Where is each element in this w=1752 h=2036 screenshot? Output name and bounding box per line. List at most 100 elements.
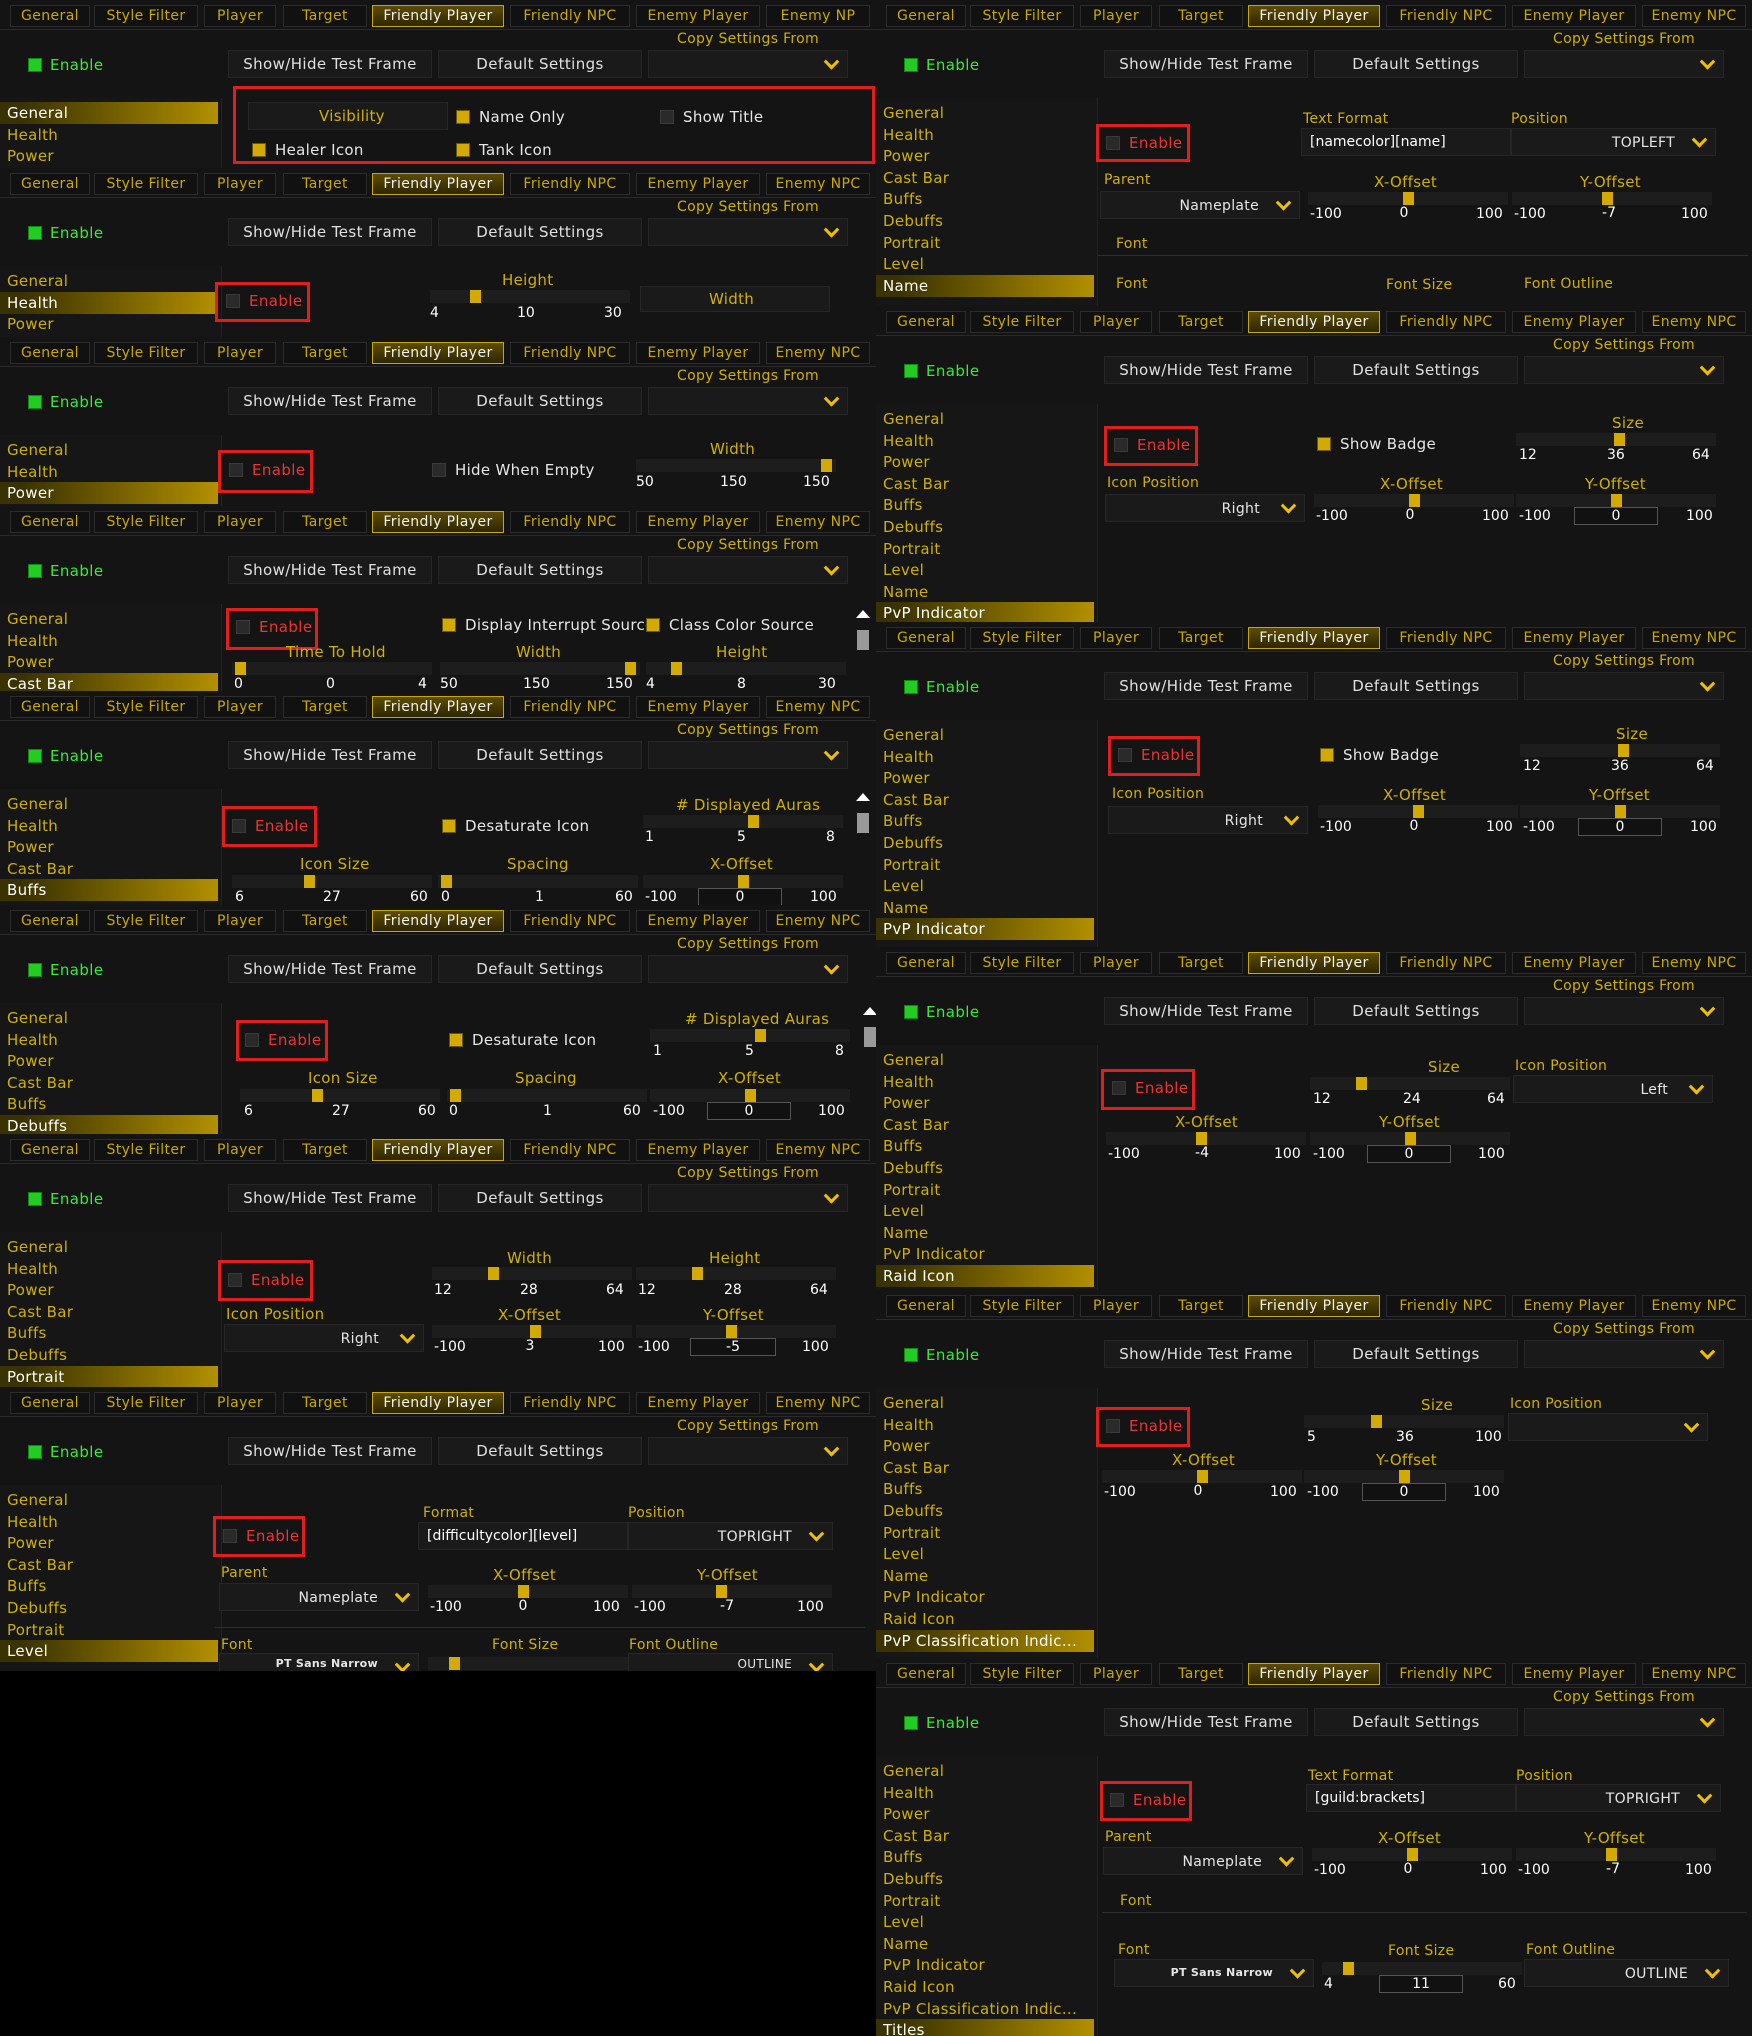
tab-friendly-player[interactable]: Friendly Player — [372, 511, 504, 533]
show-hide-test-frame-button[interactable]: Show/Hide Test Frame — [1104, 356, 1308, 384]
x-offset-slider[interactable] — [1106, 1132, 1306, 1145]
enable-toggle[interactable]: Enable — [28, 961, 104, 979]
tab-friendly-npc[interactable]: Friendly NPC — [1386, 627, 1506, 649]
tab-general[interactable]: General — [10, 696, 90, 718]
sidebar-item-raid[interactable]: Raid Icon — [876, 1265, 1094, 1287]
tab-friendly-player[interactable]: Friendly Player — [1248, 627, 1380, 649]
copy-settings-dropdown[interactable] — [648, 387, 848, 415]
sidebar-item-general[interactable]: General — [883, 1394, 945, 1412]
sidebar-item-buffs[interactable]: Buffs — [7, 1577, 47, 1596]
sidebar-item-power[interactable]: Power — [883, 1437, 930, 1456]
tab-enemy-npc[interactable]: Enemy NPC — [1642, 311, 1746, 333]
tab-target[interactable]: Target — [283, 696, 367, 718]
sidebar-item-debuffs[interactable]: Debuffs — [883, 1159, 944, 1177]
tab-friendly-npc[interactable]: Friendly NPC — [510, 342, 630, 364]
sidebar-item-titles[interactable]: Titles — [876, 2019, 1094, 2036]
tab-player[interactable]: Player — [204, 173, 276, 195]
icon-position-dropdown[interactable] — [1508, 1413, 1708, 1441]
tab-player[interactable]: Player — [1080, 1663, 1152, 1685]
displayed-auras-slider[interactable] — [650, 1029, 850, 1042]
tab-friendly-player[interactable]: Friendly Player — [372, 910, 504, 932]
sidebar-item-health[interactable]: Health — [883, 431, 935, 450]
sidebar-item-general[interactable]: General — [7, 1491, 69, 1509]
sidebar-item-debuffs[interactable]: Debuffs — [7, 1599, 68, 1617]
parent-dropdown[interactable]: Nameplate — [1100, 191, 1300, 219]
tab-enemy-player[interactable]: Enemy Player — [1512, 1663, 1636, 1685]
sidebar-item-portrait[interactable]: Portrait — [883, 1180, 941, 1199]
show-hide-test-frame-button[interactable]: Show/Hide Test Frame — [1104, 672, 1308, 700]
tab-friendly-player[interactable]: Friendly Player — [372, 5, 504, 27]
font-dropdown[interactable]: PT Sans Narrow — [1114, 1959, 1314, 1987]
tab-friendly-npc[interactable]: Friendly NPC — [1386, 952, 1506, 974]
x-offset-slider[interactable] — [432, 1325, 632, 1338]
tab-style-filter[interactable]: Style Filter — [970, 1663, 1074, 1685]
show-hide-test-frame-button[interactable]: Show/Hide Test Frame — [228, 387, 432, 415]
enable-toggle[interactable]: Enable — [904, 678, 980, 696]
enable-checkbox[interactable]: Enable — [232, 817, 309, 835]
sidebar-item-power[interactable]: Power — [0, 482, 218, 505]
x-offset-slider[interactable] — [1318, 805, 1518, 818]
sidebar-item-buffs[interactable]: Buffs — [883, 496, 923, 515]
enable-checkbox[interactable]: Enable — [1106, 134, 1183, 152]
tab-general[interactable]: General — [10, 173, 90, 195]
y-offset-slider[interactable] — [1520, 805, 1720, 818]
font-dropdown[interactable]: PT Sans Narrow — [219, 1653, 419, 1671]
icon-position-dropdown[interactable]: Left — [1513, 1075, 1713, 1103]
scrollbar[interactable] — [856, 793, 870, 833]
width-slider[interactable] — [432, 1267, 632, 1280]
sidebar-item-general[interactable]: General — [7, 795, 69, 813]
tab-style-filter[interactable]: Style Filter — [94, 173, 198, 195]
position-dropdown[interactable]: TOPLEFT — [1511, 128, 1716, 156]
sidebar-item-health[interactable]: Health — [7, 1512, 59, 1531]
sidebar-item-buffs[interactable]: Buffs — [0, 879, 218, 902]
tab-friendly-player[interactable]: Friendly Player — [1248, 952, 1380, 974]
tab-general[interactable]: General — [886, 1295, 966, 1317]
tab-enemy-npc[interactable]: Enemy NPC — [766, 696, 870, 718]
sidebar-item-power[interactable]: Power — [883, 1805, 930, 1824]
tab-enemy-player[interactable]: Enemy Player — [636, 342, 760, 364]
show-hide-test-frame-button[interactable]: Show/Hide Test Frame — [1104, 1708, 1308, 1736]
tab-style-filter[interactable]: Style Filter — [94, 1139, 198, 1161]
position-dropdown[interactable]: TOPRIGHT — [628, 1522, 833, 1550]
sidebar-item-general[interactable]: General — [883, 104, 945, 122]
tab-friendly-npc[interactable]: Friendly NPC — [1386, 1295, 1506, 1317]
x-offset-slider[interactable] — [1312, 1848, 1512, 1861]
sidebar-item-portrait[interactable]: Portrait — [7, 1620, 65, 1639]
enable-checkbox[interactable]: Enable — [245, 1031, 322, 1049]
sidebar-item-power[interactable]: Power — [7, 838, 54, 857]
tab-player[interactable]: Player — [204, 910, 276, 932]
tab-enemy-player[interactable]: Enemy Player — [1512, 627, 1636, 649]
show-hide-test-frame-button[interactable]: Show/Hide Test Frame — [1104, 997, 1308, 1025]
enable-toggle[interactable]: Enable — [28, 224, 104, 242]
sidebar-item-general[interactable]: General — [7, 610, 69, 628]
font-size-slider[interactable] — [1322, 1962, 1522, 1975]
copy-settings-dropdown[interactable] — [648, 741, 848, 769]
sidebar-item-pvp[interactable]: PvP Indicator — [876, 918, 1094, 941]
tab-enemy-player[interactable]: Enemy Player — [636, 910, 760, 932]
tab-style-filter[interactable]: Style Filter — [94, 696, 198, 718]
tab-target[interactable]: Target — [283, 5, 367, 27]
text-format-input[interactable]: [guild:brackets] — [1306, 1784, 1516, 1812]
copy-settings-dropdown[interactable] — [648, 1437, 848, 1465]
enable-toggle[interactable]: Enable — [28, 747, 104, 765]
default-settings-button[interactable]: Default Settings — [1314, 997, 1518, 1025]
sidebar-item-portrait[interactable]: Portrait — [883, 855, 941, 874]
sidebar-item-name[interactable]: Name — [883, 1934, 929, 1953]
enable-checkbox[interactable]: Enable — [236, 618, 313, 636]
tab-general[interactable]: General — [10, 511, 90, 533]
sidebar-item-debuffs[interactable]: Debuffs — [883, 212, 944, 230]
y-offset-slider[interactable] — [632, 1585, 832, 1598]
sidebar-item-buffs[interactable]: Buffs — [883, 812, 923, 831]
sidebar-item-castbar[interactable]: Cast Bar — [7, 1073, 74, 1092]
sidebar-item-castbar[interactable]: Cast Bar — [883, 790, 950, 809]
copy-settings-dropdown[interactable] — [1524, 672, 1724, 700]
y-offset-slider[interactable] — [1304, 1470, 1504, 1483]
enable-checkbox[interactable]: Enable — [223, 1527, 300, 1545]
y-offset-slider[interactable] — [636, 1325, 836, 1338]
sidebar-item-name[interactable]: Name — [883, 1223, 929, 1242]
copy-settings-dropdown[interactable] — [1524, 1708, 1724, 1736]
tab-style-filter[interactable]: Style Filter — [970, 952, 1074, 974]
x-offset-slider[interactable] — [428, 1585, 628, 1598]
tab-player[interactable]: Player — [204, 511, 276, 533]
height-slider[interactable] — [636, 1267, 836, 1280]
